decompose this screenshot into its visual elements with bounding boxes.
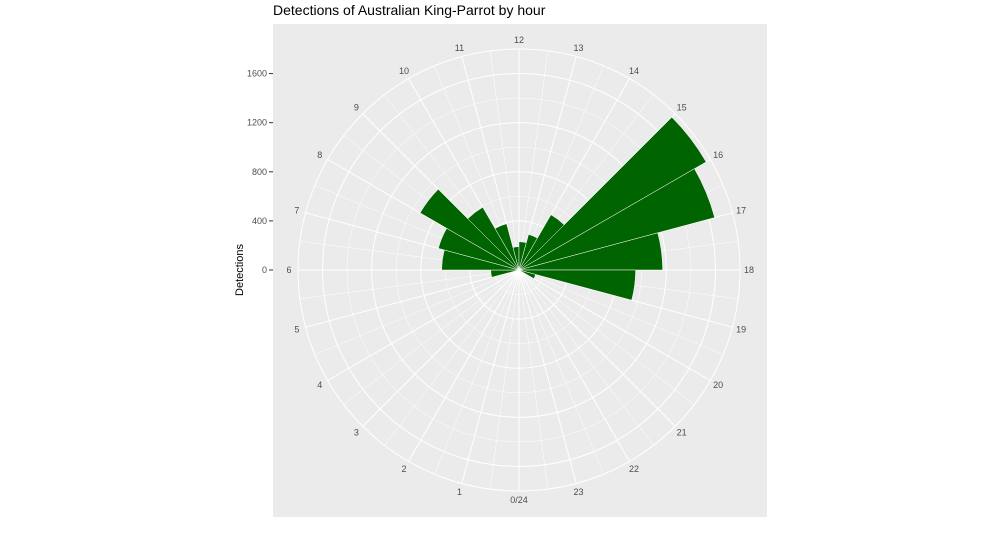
y-axis-label: Detections	[234, 244, 246, 296]
bar-wedge	[518, 269, 636, 301]
hour-label: 19	[736, 325, 746, 335]
grid-spoke	[434, 269, 520, 475]
grid-spoke	[518, 269, 577, 484]
y-tick-label: 400	[252, 216, 267, 226]
y-tick-label: 1200	[247, 118, 267, 128]
grid-spoke	[518, 269, 630, 462]
hour-label: 18	[744, 265, 754, 275]
bar-wedge	[494, 223, 520, 271]
grid-spoke	[343, 269, 520, 405]
hour-label: 2	[401, 464, 406, 474]
y-tick-label: 1600	[247, 69, 267, 79]
bar-wedge	[467, 206, 520, 271]
grid-spoke	[384, 269, 520, 446]
grid-spoke	[518, 50, 549, 271]
hour-label: 13	[574, 43, 584, 53]
hour-label: 0/24	[510, 495, 528, 505]
grid-spoke	[489, 269, 520, 490]
bar-layer	[419, 116, 715, 301]
grid-spoke	[305, 269, 520, 328]
grid-spoke	[518, 269, 676, 427]
grid-spoke	[518, 269, 695, 405]
hour-label: 5	[294, 325, 299, 335]
bar-wedge	[518, 269, 536, 279]
grid-spoke	[362, 269, 520, 427]
hour-label: 9	[354, 102, 359, 112]
hour-label: 11	[455, 43, 464, 53]
grid-spoke	[518, 269, 724, 355]
grid-spoke	[518, 269, 549, 490]
bar-wedge	[518, 168, 715, 271]
bar-wedge	[518, 116, 707, 271]
grid-spoke	[461, 269, 520, 484]
hour-label: 12	[514, 35, 524, 45]
hour-label: 3	[354, 428, 359, 438]
y-tick-label: 800	[252, 167, 267, 177]
hour-label: 10	[399, 66, 409, 76]
chart-title: Detections of Australian King-Parrot by …	[273, 2, 546, 18]
bar-wedge	[518, 232, 663, 271]
hour-label: 16	[713, 150, 723, 160]
grid-spoke	[489, 50, 520, 271]
grid-spoke	[518, 269, 711, 381]
hour-label: 17	[736, 205, 746, 215]
hour-label: 21	[677, 428, 687, 438]
hour-label: 14	[629, 66, 639, 76]
hour-label: 1	[457, 487, 462, 497]
grid-spoke	[299, 269, 520, 300]
hour-label: 22	[629, 464, 639, 474]
hour-label: 4	[317, 380, 322, 390]
hour-label: 20	[713, 380, 723, 390]
axis-layer: 0400800120016000/24123456789101112131415…	[247, 35, 754, 505]
hour-label: 6	[286, 265, 291, 275]
grid-spoke	[314, 269, 520, 355]
grid-spoke	[327, 269, 520, 381]
grid-spoke	[518, 269, 604, 475]
hour-label: 23	[574, 487, 584, 497]
hour-label: 7	[294, 205, 299, 215]
hour-label: 8	[317, 150, 322, 160]
grid-spoke	[408, 269, 520, 462]
hour-label: 15	[677, 102, 687, 112]
grid-spoke	[518, 269, 654, 446]
y-tick-label: 0	[262, 265, 267, 275]
bar-wedge	[419, 188, 520, 271]
